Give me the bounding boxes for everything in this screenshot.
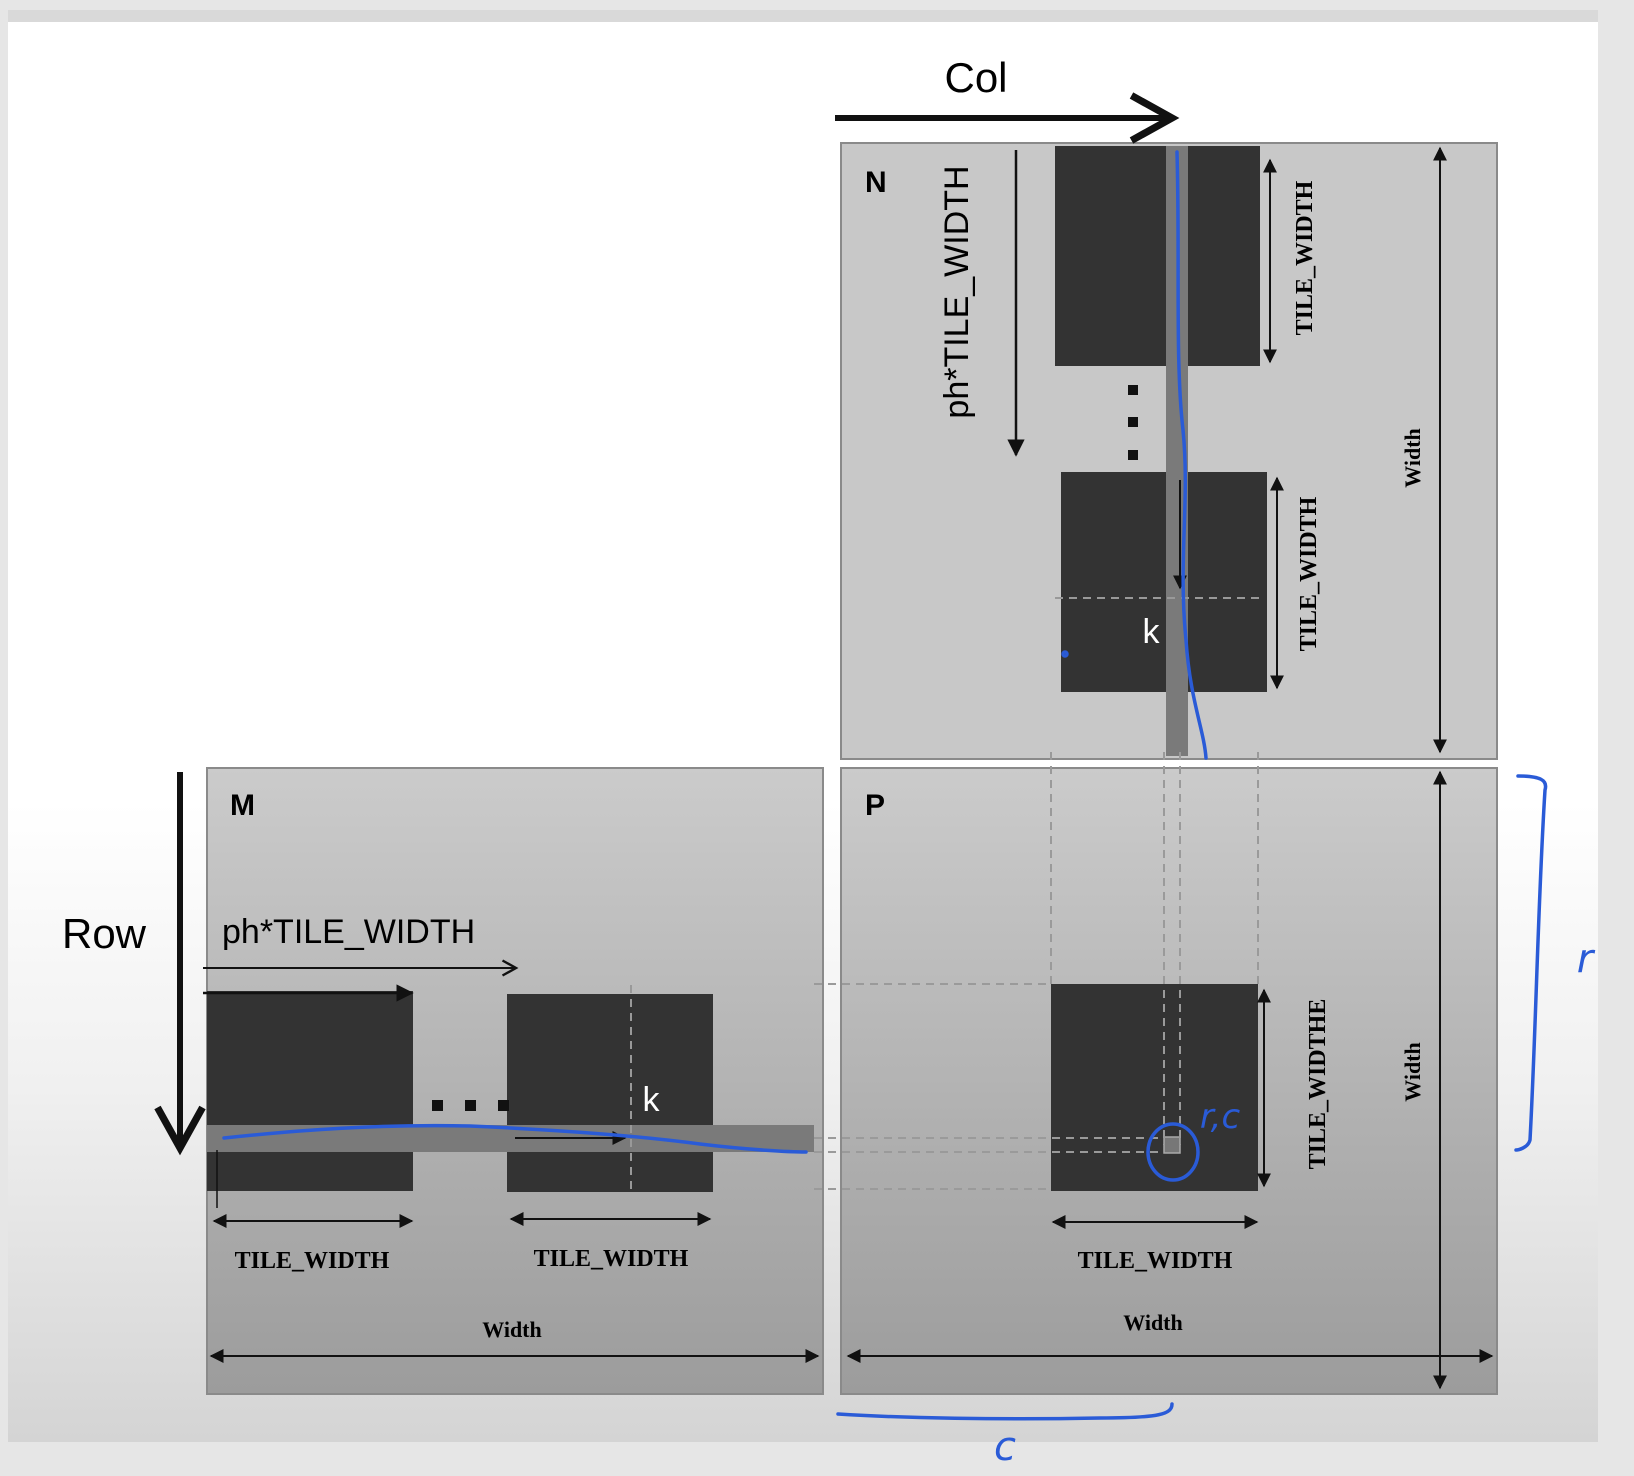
width-label-m: Width <box>482 1317 542 1342</box>
matrix-p-element <box>1163 1136 1181 1154</box>
projection-lines <box>814 752 1259 1190</box>
col-label: Col <box>944 54 1007 101</box>
k-label-m: k <box>643 1081 661 1119</box>
matrix-m-tile-left <box>207 991 413 1191</box>
tile-width-label-p-horizontal: TILE_WIDTH <box>1078 1248 1233 1274</box>
top-scroll-bar[interactable] <box>8 10 1598 22</box>
ellipsis-dot <box>432 1100 443 1111</box>
matrix-n-tile-bottom <box>1061 472 1267 692</box>
tile-width-label-m-right: TILE_WIDTH <box>534 1246 689 1272</box>
ellipsis-dot <box>498 1100 509 1111</box>
blue-circle-rc <box>1146 1122 1200 1182</box>
blue-r-bracket <box>1514 774 1548 1152</box>
matrix-m-label: M <box>230 789 255 822</box>
r-annotation: r <box>1577 936 1596 982</box>
matrix-n-tile-top <box>1055 146 1260 366</box>
matrix-p-label: P <box>865 789 885 822</box>
blue-column-stroke <box>1175 150 1208 760</box>
blue-row-stroke <box>222 1123 808 1154</box>
ellipsis-dot <box>1128 417 1138 427</box>
ph-tile-width-label-n: ph*TILE_WIDTH <box>938 165 976 418</box>
handwritten-annotations <box>222 150 1548 1421</box>
width-label-p-vertical: Width <box>1400 1042 1425 1102</box>
blue-dot <box>1061 650 1069 658</box>
matrix-m-tile-right <box>507 994 713 1192</box>
k-label-n: k <box>1143 613 1161 651</box>
c-annotation: c <box>994 1424 1016 1470</box>
matrix-n <box>840 142 1498 760</box>
ph-tile-width-label-m: ph*TILE_WIDTH <box>222 913 475 951</box>
width-label-n: Width <box>1400 428 1425 488</box>
ellipsis-dot <box>1128 450 1138 460</box>
matrix-p <box>840 767 1498 1395</box>
matrix-n-label: N <box>865 166 887 199</box>
matrix-p-tile <box>1051 984 1258 1191</box>
rc-annotation: r,c <box>1200 1097 1241 1137</box>
row-label: Row <box>62 910 147 957</box>
tile-width-label-n-bottom: TILE_WIDTH <box>1296 496 1322 651</box>
tile-width-label-m-left: TILE_WIDTH <box>235 1248 390 1274</box>
ellipsis-dot <box>1128 385 1138 395</box>
ellipsis-dot <box>465 1100 476 1111</box>
width-label-p-horizontal: Width <box>1123 1310 1183 1335</box>
matrix-m <box>203 767 824 1395</box>
tile-width-label-p-vertical: TILE_WIDTHE <box>1305 999 1331 1170</box>
blue-c-bracket <box>836 1402 1174 1421</box>
tile-width-label-n-top: TILE_WIDTH <box>1292 180 1318 335</box>
